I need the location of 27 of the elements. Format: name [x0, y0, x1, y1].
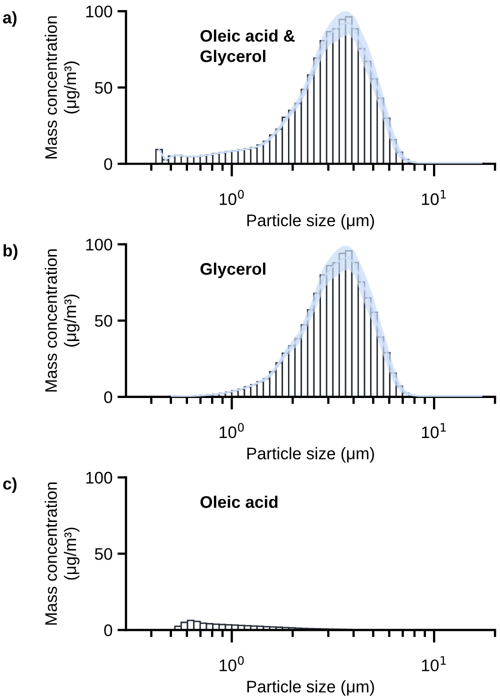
y-axis-title: Mass concentration (μg/m³)	[44, 482, 80, 625]
y-tick-label: 100	[86, 238, 112, 251]
annotation: Oleic acid	[200, 496, 278, 508]
y-axis-title: Mass concentration (μg/m³)	[44, 249, 80, 392]
x-tick-label: 10$^{1}$	[422, 190, 446, 206]
annotation: Oleic acid & Glycerol	[200, 30, 295, 66]
x-axis-title: Particle size (μm)	[247, 214, 374, 230]
y-axis-title: Mass concentration (μg/m³)	[44, 16, 80, 158]
y-tick-label: 50	[94, 82, 112, 94]
y-tick-label: 0	[104, 391, 112, 404]
y-tick-label: 100	[86, 472, 112, 484]
chart-title: a)	[2, 11, 16, 27]
x-tick-label: 10$^{0}$	[220, 656, 244, 672]
y-tick-label: 50	[94, 315, 112, 327]
x-axis-title: Particle size (μm)	[247, 447, 374, 463]
x-tick-label: 10$^{0}$	[220, 422, 244, 438]
chart-title: c)	[3, 477, 16, 493]
x-axis-title: Particle size (μm)	[247, 680, 374, 696]
x-tick-label: 10$^{0}$	[220, 190, 244, 206]
y-tick-label: 0	[104, 624, 112, 636]
x-tick-label: 10$^{1}$	[422, 656, 446, 672]
y-tick-label: 50	[94, 548, 112, 560]
x-tick-label: 10$^{1}$	[422, 423, 446, 438]
y-tick-label: 100	[86, 6, 112, 18]
chart-title: b)	[4, 244, 18, 260]
y-tick-label: 0	[104, 158, 112, 170]
annotation: Glycerol	[200, 262, 266, 278]
